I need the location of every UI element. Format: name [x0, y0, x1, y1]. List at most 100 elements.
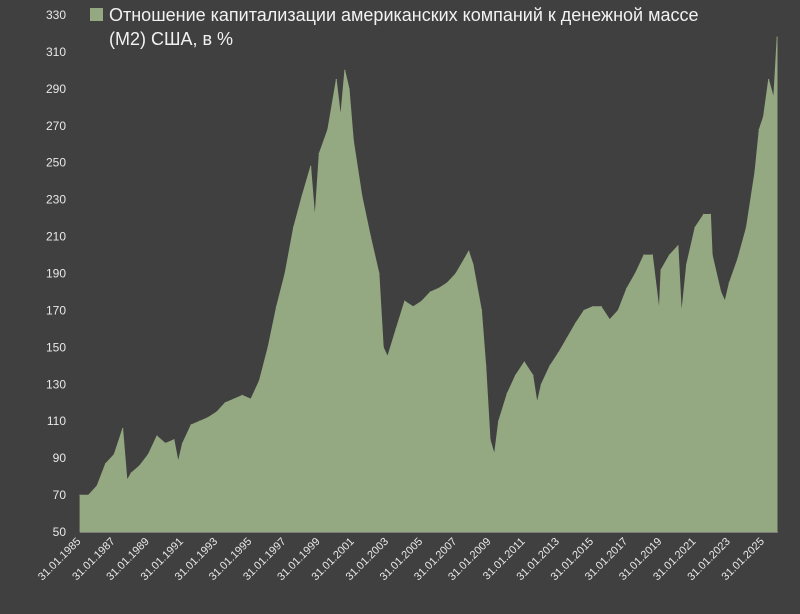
- data-point: [617, 309, 619, 311]
- data-point: [686, 263, 688, 265]
- data-point: [122, 428, 124, 430]
- data-point: [275, 306, 278, 308]
- legend-label: Отношение капитализации американских ком…: [109, 5, 699, 49]
- data-point: [199, 420, 201, 422]
- data-point: [335, 79, 337, 81]
- data-point: [147, 453, 149, 455]
- data-point: [626, 287, 628, 289]
- data-point: [515, 374, 517, 376]
- area-series: [79, 36, 778, 533]
- data-point: [728, 282, 730, 284]
- data-point: [382, 346, 384, 348]
- data-point: [536, 402, 538, 404]
- y-tick-label: 110: [47, 414, 66, 428]
- y-tick-label: 90: [53, 451, 67, 465]
- y-tick-label: 170: [46, 303, 66, 317]
- data-point: [395, 328, 397, 330]
- data-point: [651, 254, 654, 256]
- data-point: [421, 300, 423, 302]
- y-tick-label: 130: [46, 377, 66, 391]
- data-point: [318, 152, 320, 155]
- data-point: [758, 128, 760, 131]
- data-point: [540, 383, 542, 385]
- data-point: [284, 272, 286, 275]
- data-point: [361, 195, 363, 197]
- data-point: [485, 365, 487, 367]
- y-tick-label: 270: [46, 119, 66, 133]
- data-point: [173, 439, 175, 441]
- data-point: [634, 272, 636, 275]
- data-point: [523, 361, 525, 363]
- y-tick-label: 50: [53, 525, 67, 539]
- data-point: [745, 226, 748, 228]
- data-point: [506, 392, 508, 395]
- y-tick-label: 230: [46, 193, 66, 207]
- data-point: [680, 313, 683, 315]
- y-tick-label: 330: [46, 8, 66, 22]
- data-point: [126, 479, 128, 481]
- data-point: [532, 374, 534, 376]
- data-point: [301, 195, 303, 197]
- data-point: [105, 463, 107, 465]
- data-point: [668, 254, 671, 256]
- data-point: [773, 97, 775, 99]
- data-point: [340, 116, 342, 118]
- data-point: [429, 291, 431, 293]
- data-point: [412, 306, 414, 308]
- y-axis: 50 70 90 110 130 150 170 190 210 230 250 270 290 310 3…: [46, 8, 66, 539]
- data-point: [724, 300, 726, 302]
- data-point: [446, 282, 448, 284]
- y-tick-label: 290: [46, 82, 66, 96]
- data-point: [113, 453, 115, 455]
- data-point: [720, 291, 722, 293]
- legend-swatch: [90, 8, 103, 21]
- data-point: [549, 365, 551, 367]
- data-point: [177, 461, 179, 463]
- data-point: [557, 352, 560, 354]
- y-tick-label: 150: [46, 340, 66, 354]
- data-point: [438, 287, 440, 289]
- y-tick-label: 210: [46, 230, 66, 244]
- data-point: [600, 306, 602, 308]
- data-point: [156, 435, 158, 437]
- data-point: [378, 272, 380, 275]
- data-point: [216, 411, 218, 413]
- data-point: [498, 420, 500, 422]
- data-point: [387, 356, 389, 358]
- y-tick-label: 190: [46, 267, 66, 281]
- data-point: [468, 250, 470, 252]
- data-point: [181, 442, 184, 444]
- data-point: [267, 346, 269, 348]
- data-point: [241, 394, 243, 396]
- data-point: [566, 337, 568, 339]
- data-point: [139, 464, 141, 467]
- data-point: [369, 236, 372, 238]
- data-point: [455, 272, 457, 275]
- data-point: [737, 258, 739, 260]
- data-point: [233, 398, 235, 400]
- data-point: [96, 485, 98, 487]
- data-point: [480, 309, 483, 311]
- data-point: [164, 442, 166, 444]
- data-point: [776, 36, 778, 38]
- data-point: [310, 165, 312, 167]
- data-point: [472, 263, 474, 265]
- data-point: [754, 171, 756, 173]
- data-point: [258, 380, 260, 382]
- data-point: [87, 494, 90, 496]
- data-point: [224, 402, 226, 404]
- y-tick-label: 310: [46, 45, 66, 59]
- data-point: [660, 269, 662, 271]
- data-point: [344, 69, 346, 71]
- data-point: [293, 226, 295, 228]
- data-point: [574, 322, 577, 324]
- data-point: [658, 309, 660, 311]
- data-point: [703, 213, 705, 215]
- data-point: [250, 398, 252, 400]
- data-point: [711, 254, 713, 256]
- data-point: [609, 319, 611, 321]
- data-point: [709, 213, 712, 215]
- data-point: [643, 254, 645, 256]
